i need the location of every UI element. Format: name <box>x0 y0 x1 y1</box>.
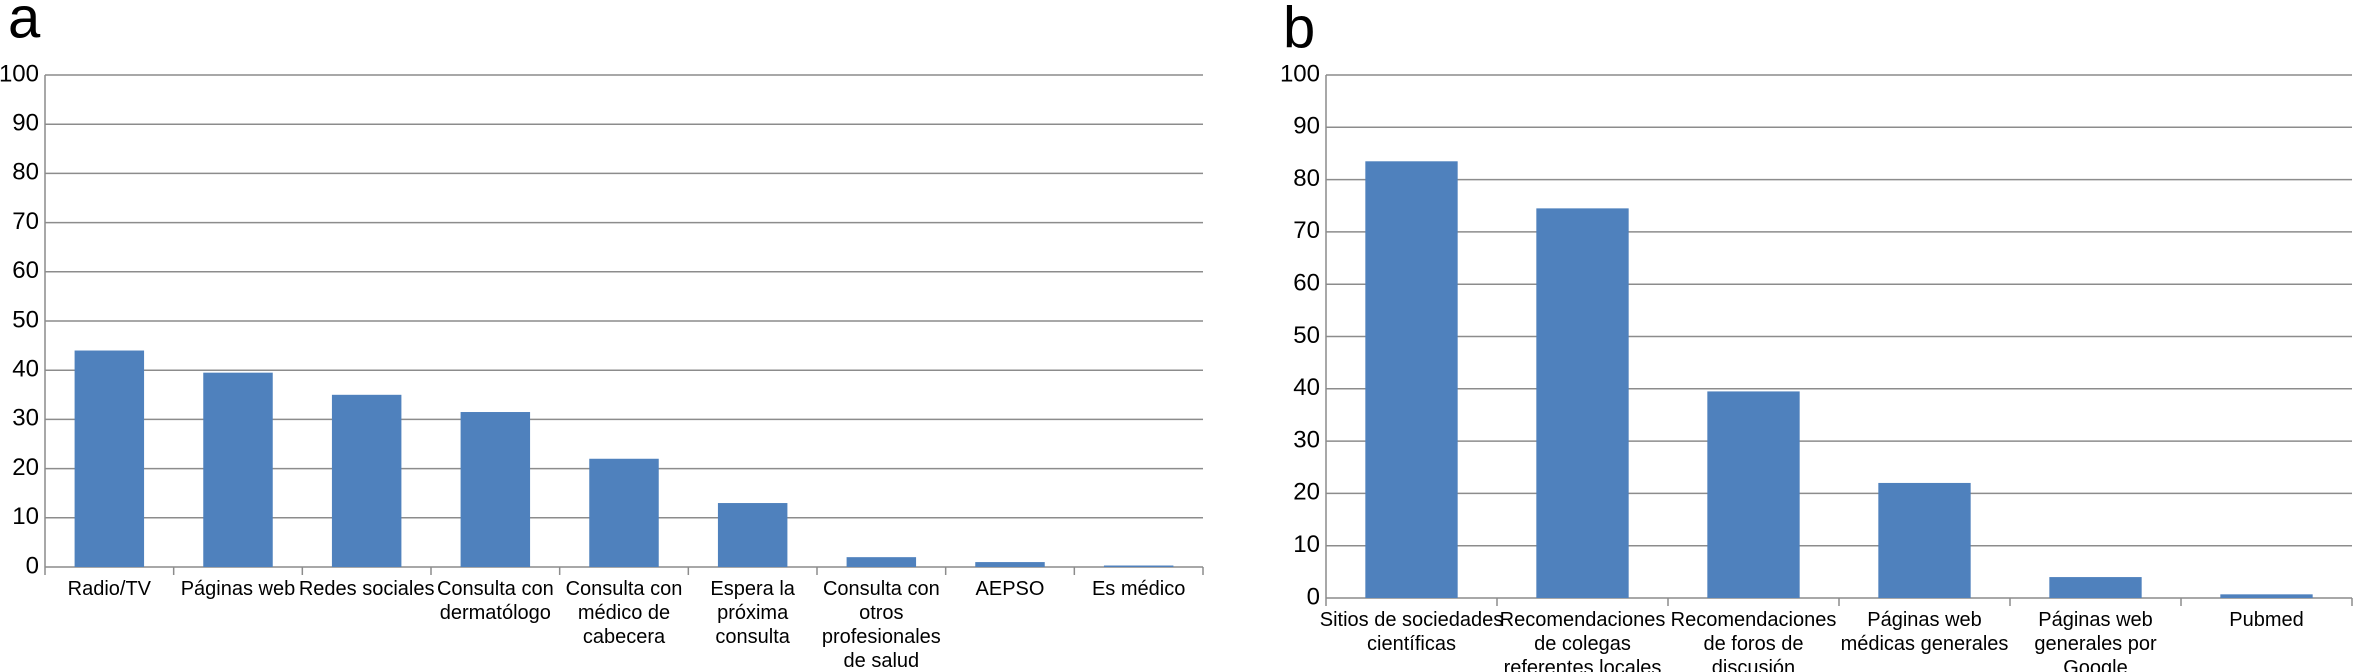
x-tick-label: Pubmed <box>2229 609 2304 631</box>
x-tick-label: Redes sociales <box>298 578 435 600</box>
x-tick-label: Recomendaciones de colegas referentes lo… <box>1499 609 1666 672</box>
y-tick-label: 70 <box>1293 217 1320 244</box>
bar <box>74 350 145 567</box>
x-tick-label: Sitios de sociedades científicas <box>1319 609 1504 655</box>
bar <box>717 503 788 567</box>
x-tick-label: Radio/TV <box>67 578 152 600</box>
panel-label: a <box>8 0 41 50</box>
y-tick-label: 90 <box>1293 113 1320 140</box>
y-tick-label: 100 <box>1280 60 1320 87</box>
panel-label: b <box>1283 0 1315 60</box>
x-tick-label: Consulta con dermatólogo <box>436 578 554 624</box>
y-tick-label: 30 <box>12 405 39 432</box>
y-tick-label: 50 <box>1293 322 1320 349</box>
x-tick-label: Consulta con otros profesionales de salu… <box>821 578 941 672</box>
y-tick-label: 80 <box>1293 165 1320 192</box>
x-tick-label: Páginas web generales por Google <box>2034 609 2157 672</box>
y-tick-label: 60 <box>1293 270 1320 297</box>
bar <box>460 412 531 567</box>
bar <box>1103 565 1174 567</box>
x-tick-label: Consulta con médico de cabecera <box>565 578 683 648</box>
x-tick-label: Es médico <box>1091 578 1186 600</box>
x-tick-label: Páginas web médicas generales <box>1840 609 2009 655</box>
y-tick-label: 0 <box>1307 583 1320 610</box>
y-tick-label: 100 <box>0 60 39 87</box>
bar <box>2220 594 2313 598</box>
x-tick-label: Espera la próxima consulta <box>710 578 795 648</box>
y-tick-label: 60 <box>12 257 39 284</box>
bar <box>331 394 402 567</box>
y-tick-label: 0 <box>26 552 39 579</box>
x-tick-label: Recomendaciones de foros de discusión <box>1670 609 1837 672</box>
bar <box>975 562 1045 567</box>
y-tick-label: 30 <box>1293 426 1320 453</box>
y-tick-label: 20 <box>12 454 39 481</box>
y-tick-label: 20 <box>1293 479 1320 506</box>
y-tick-label: 40 <box>12 356 39 383</box>
bar <box>589 458 659 567</box>
x-tick-label: AEPSO <box>975 578 1045 600</box>
y-tick-label: 80 <box>12 159 39 186</box>
bar <box>1536 208 1629 599</box>
y-tick-label: 70 <box>12 208 39 235</box>
bar <box>1365 161 1458 599</box>
bar <box>203 372 273 567</box>
y-tick-label: 10 <box>1293 531 1320 558</box>
bar <box>846 557 917 567</box>
y-tick-label: 90 <box>12 110 39 137</box>
y-tick-label: 50 <box>12 306 39 333</box>
bar <box>2049 577 2142 598</box>
bar <box>1878 482 1971 598</box>
x-tick-label: Páginas web <box>180 578 296 600</box>
y-tick-label: 40 <box>1293 374 1320 401</box>
bar <box>1707 391 1800 598</box>
y-tick-label: 10 <box>12 503 39 530</box>
